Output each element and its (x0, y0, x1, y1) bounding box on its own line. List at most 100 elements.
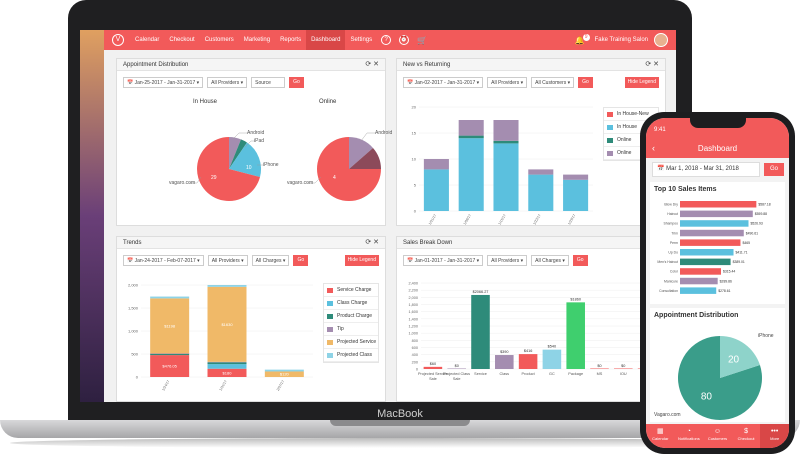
laptop-notch (330, 420, 470, 426)
legend-item[interactable]: Projected Service (324, 336, 378, 349)
tab-checkout[interactable]: $ Checkout (732, 424, 761, 448)
y-tick-label: 500 (131, 352, 138, 357)
date-range-picker[interactable]: 📅 Jan-02-2017 - Jan-31-2017 ▾ (403, 77, 484, 88)
tab-calendar[interactable]: ▦ Calendar (646, 424, 675, 448)
x-tick-label: 1/15/17 (498, 213, 507, 225)
panel-controls[interactable]: ⟳ ✕ (365, 239, 379, 246)
legend-item[interactable]: Product Charge (324, 310, 378, 323)
bar-category-label: Color (670, 270, 679, 274)
source-select[interactable]: Source (251, 77, 286, 88)
x-tick-label: 1/31/17 (219, 379, 228, 391)
vagaro-logo[interactable]: V (112, 34, 124, 46)
hide-legend-button[interactable]: Hide Legend (344, 255, 379, 266)
nav-checkout[interactable]: Checkout (169, 37, 195, 43)
charges-select[interactable]: All Charges ▾ (251, 255, 290, 266)
nav-customers[interactable]: Customers (204, 37, 234, 43)
bar-category-label: Manicure (664, 279, 678, 283)
bar (680, 220, 749, 227)
go-button[interactable]: Go (293, 255, 309, 266)
go-button[interactable]: Go (289, 77, 304, 88)
in-house-value-vagaro: 29 (211, 175, 217, 181)
x-tick-label: 1/22/17 (532, 213, 541, 225)
go-button[interactable]: Go (572, 255, 588, 266)
phone-screen: 9:41 ‹ Dashboard 📅 Mar 1, 2018 - Mar 31,… (646, 118, 789, 448)
x-tick-label: Sale (429, 377, 437, 381)
nav-dashboard[interactable]: Dashboard (306, 30, 346, 50)
bar (680, 210, 753, 218)
panel-title: New vs Returning (403, 62, 451, 68)
bar-segment (150, 353, 190, 354)
avatar[interactable] (654, 33, 668, 47)
customers-select[interactable]: All Customers ▾ (531, 77, 575, 88)
legend-item[interactable]: In House-New (604, 108, 658, 121)
providers-select[interactable]: All Providers ▾ (487, 77, 528, 88)
laptop-shadow (10, 438, 790, 448)
pie-slice-ipad (229, 139, 247, 169)
in-house-label-iphone: iPhone (263, 162, 279, 168)
cart-icon[interactable]: 🛒 (417, 35, 428, 45)
hide-legend-button[interactable]: Hide Legend (624, 77, 659, 88)
date-range-picker[interactable]: 📅 Jan-24-2017 - Feb-07-2017 ▾ (123, 255, 204, 266)
bar (680, 287, 717, 294)
date-range-picker[interactable]: 📅 Jan-25-2017 - Jan-31-2017 ▾ (123, 77, 204, 88)
top-sales-title: Top 10 Sales Items (654, 186, 717, 193)
x-tick-label: GC (549, 372, 555, 376)
legend-item[interactable]: Projected Class (324, 349, 378, 362)
y-tick-label: 0 (136, 375, 139, 380)
panel-controls[interactable]: ⟳ ✕ (645, 61, 659, 68)
x-tick-label: Projected Class (443, 372, 470, 376)
bar-segment (458, 135, 484, 139)
trends-chart: 0 500 1,000 1,500 2,000 $476.05 $1198 1/24/17 $1… (128, 283, 313, 392)
y-tick-label: 800 (412, 339, 418, 343)
bar (447, 368, 466, 369)
providers-select[interactable]: All Providers ▾ (207, 255, 248, 266)
status-time: 9:41 (654, 127, 666, 133)
top-sales-chart: Blow Dry $587.18 Haircut $559.88 Shampoo $526… (657, 201, 771, 294)
legend-item[interactable]: In House (604, 121, 658, 134)
bar (471, 294, 490, 369)
user-name[interactable]: Fake Training Salon (594, 37, 648, 43)
charges-select[interactable]: All Charges ▾ (531, 255, 569, 266)
bar-segment (207, 368, 247, 377)
bar-data-label: $490.61 (746, 231, 758, 235)
bar-category-label: Perm (670, 241, 678, 245)
providers-select[interactable]: All Providers ▾ (207, 77, 248, 88)
tab-notifications[interactable]: ◔ Notifications (675, 424, 704, 448)
legend-item[interactable]: Tip (324, 323, 378, 336)
x-tick-label: Class (500, 372, 510, 376)
tab-more[interactable]: ••• More (760, 424, 789, 448)
date-range-picker[interactable]: 📅 Jan-01-2017 - Jan-31-2017 ▾ (403, 255, 484, 266)
nav-reports[interactable]: Reports (280, 37, 302, 43)
bar-segment (458, 138, 484, 211)
top-sales-card: Top 10 Sales Items Blow Dry $587.18 Haircu… (650, 182, 785, 304)
notification-bell-icon[interactable]: 🔔 9 (575, 33, 590, 45)
bar-segment (563, 174, 589, 180)
phone-go-button[interactable]: Go (764, 163, 784, 176)
legend-item[interactable]: Service Charge (324, 284, 378, 297)
legend-item[interactable]: Online (604, 134, 658, 147)
nav-settings[interactable]: Settings (350, 37, 373, 43)
legend-item[interactable]: Class Charge (324, 297, 378, 310)
pie-category-label: iPhone (758, 333, 774, 339)
pie-value-label: 80 (701, 392, 713, 403)
back-chevron-icon[interactable]: ‹ (652, 143, 655, 153)
help-icon[interactable]: ? (381, 35, 392, 45)
bar-data-label: $60 (430, 362, 436, 366)
legend-item[interactable]: Online (604, 147, 658, 160)
bar (680, 268, 722, 275)
bar-data-label: $120 (280, 372, 290, 377)
nav-marketing[interactable]: Marketing (243, 37, 271, 43)
bar (614, 368, 633, 369)
bar-data-label: $315.44 (723, 270, 735, 274)
phone-date-range[interactable]: 📅 Mar 1, 2018 - Mar 31, 2018 (652, 162, 760, 177)
nav-calendar[interactable]: Calendar (135, 37, 160, 43)
bar-data-label: $278.61 (718, 289, 730, 293)
bar-data-label: $289.86 (720, 279, 732, 283)
alarm-clock-icon[interactable]: ⏰ (399, 35, 410, 45)
tab-customers[interactable]: ☺ Customers (703, 424, 732, 448)
trends-legend: Service Charge Class Charge Product Char… (323, 283, 379, 363)
bar-data-label: $476.05 (162, 364, 177, 369)
panel-controls[interactable]: ⟳ ✕ (365, 61, 379, 68)
go-button[interactable]: Go (578, 77, 593, 88)
providers-select[interactable]: All Providers ▾ (487, 255, 528, 266)
